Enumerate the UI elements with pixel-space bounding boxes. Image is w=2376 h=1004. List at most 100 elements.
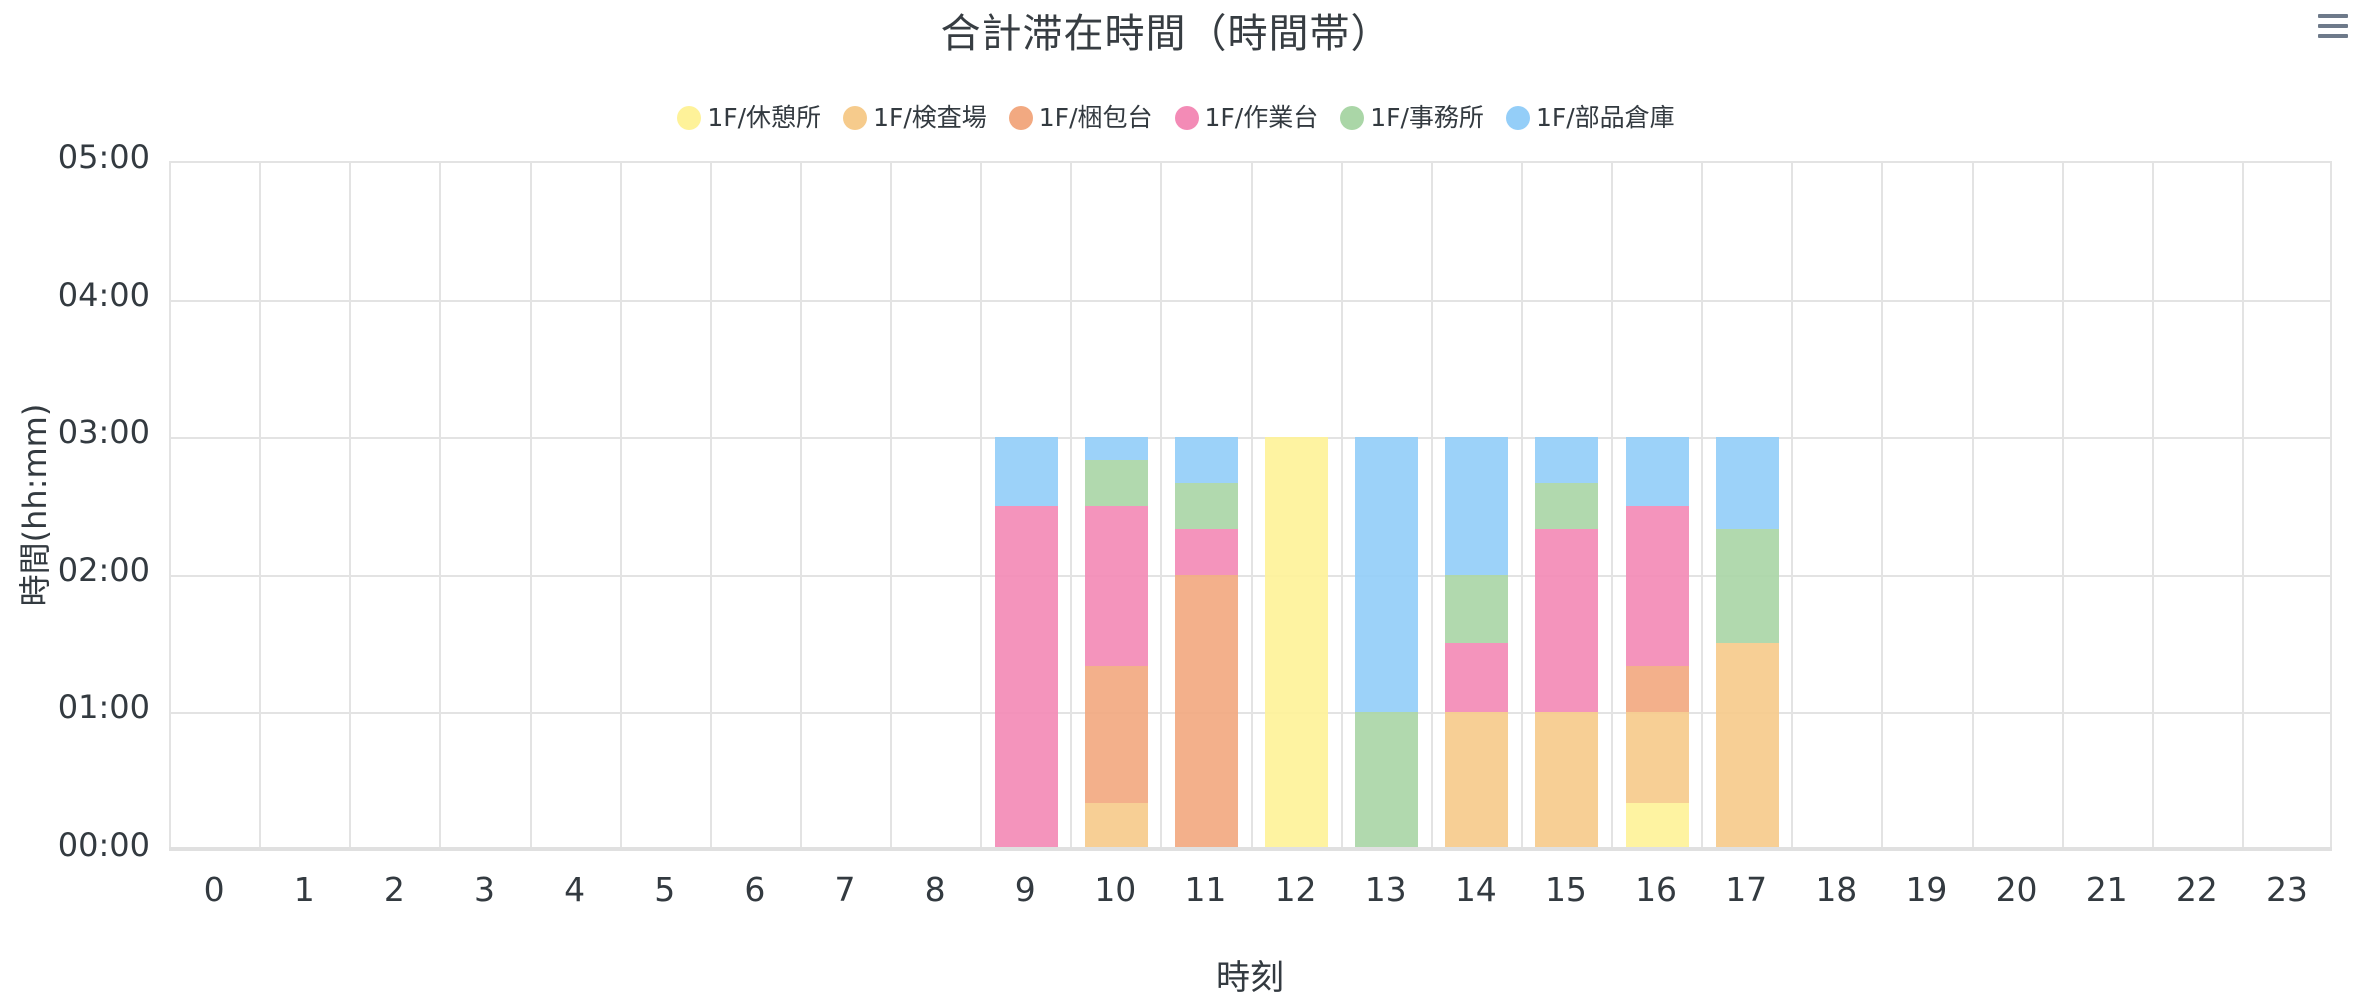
x-gridline xyxy=(1971,163,1974,849)
x-gridline xyxy=(349,163,352,849)
x-tick-label: 12 xyxy=(1274,870,1317,909)
plot-area xyxy=(169,161,2332,849)
bar-segment[interactable] xyxy=(994,437,1058,506)
x-gridline xyxy=(2061,163,2064,849)
x-gridline xyxy=(890,163,892,849)
bar-segment[interactable] xyxy=(1084,803,1148,849)
x-tick-label: 9 xyxy=(1014,870,1036,909)
menu-line xyxy=(2318,14,2348,18)
x-tick-label: 1 xyxy=(293,870,315,909)
bar-segment[interactable] xyxy=(1625,711,1689,804)
x-gridline xyxy=(709,163,712,849)
bar-segment[interactable] xyxy=(1355,437,1419,712)
x-gridline xyxy=(1520,163,1523,849)
bar-segment[interactable] xyxy=(1625,506,1689,667)
x-tick-label: 15 xyxy=(1544,870,1587,909)
bar-stack-hour-12[interactable] xyxy=(1265,437,1329,849)
bar-segment[interactable] xyxy=(1174,528,1238,575)
y-tick-label: 02:00 xyxy=(57,550,150,589)
bar-segment[interactable] xyxy=(1084,666,1148,804)
bar-segment[interactable] xyxy=(1445,711,1509,849)
x-tick-label: 8 xyxy=(924,870,946,909)
x-gridline xyxy=(1611,163,1613,849)
bar-segment[interactable] xyxy=(1174,574,1238,849)
bar-stack-hour-16[interactable] xyxy=(1625,437,1689,849)
x-axis-title: 時刻 xyxy=(1216,958,1284,998)
x-gridline xyxy=(980,163,983,849)
bar-segment[interactable] xyxy=(1084,437,1148,461)
bar-segment[interactable] xyxy=(1355,711,1419,849)
y-tick-label: 05:00 xyxy=(57,138,150,176)
bar-stack-hour-13[interactable] xyxy=(1355,437,1419,849)
legend-item-parts-warehouse[interactable]: 1F/部品倉庫 xyxy=(1505,98,1675,138)
bar-stack-hour-14[interactable] xyxy=(1445,437,1509,849)
x-tick-label: 17 xyxy=(1725,870,1768,909)
bar-segment[interactable] xyxy=(1174,437,1238,484)
x-gridline xyxy=(1881,163,1884,849)
legend-item-packing[interactable]: 1F/梱包台 xyxy=(1008,98,1153,138)
bar-stack-hour-17[interactable] xyxy=(1715,437,1779,849)
bar-stack-hour-15[interactable] xyxy=(1535,437,1599,849)
x-tick-label: 13 xyxy=(1364,870,1407,909)
bar-segment[interactable] xyxy=(1084,506,1148,667)
bar-segment[interactable] xyxy=(1535,528,1599,712)
hamburger-menu-icon[interactable] xyxy=(2316,12,2352,42)
legend-dot-icon xyxy=(1340,106,1365,130)
x-gridline xyxy=(1430,163,1433,849)
bar-segment[interactable] xyxy=(1445,574,1509,644)
legend-label: 1F/事務所 xyxy=(1370,103,1484,132)
x-tick-label: 2 xyxy=(383,870,405,909)
x-tick-label: 23 xyxy=(2265,870,2308,909)
chart-title: 合計滞在時間（時間帯） xyxy=(940,11,1392,57)
x-tick-label: 21 xyxy=(2085,870,2128,909)
bar-segment[interactable] xyxy=(1445,643,1509,712)
y-tick-label: 03:00 xyxy=(57,413,150,452)
x-tick-label: 20 xyxy=(1995,870,2038,909)
x-tick-label: 7 xyxy=(834,870,856,909)
menu-line xyxy=(2318,24,2348,28)
bar-segment[interactable] xyxy=(1084,460,1148,507)
legend-item-inspection[interactable]: 1F/検査場 xyxy=(843,98,987,138)
x-gridline xyxy=(1340,163,1343,849)
x-tick-label: 0 xyxy=(203,870,225,909)
x-tick-label: 16 xyxy=(1635,870,1678,909)
legend-label: 1F/検査場 xyxy=(873,103,987,132)
legend-item-workbench[interactable]: 1F/作業台 xyxy=(1174,98,1319,138)
x-tick-label: 4 xyxy=(564,870,586,909)
bar-segment[interactable] xyxy=(1535,711,1599,849)
legend-dot-icon xyxy=(1008,106,1033,130)
bar-segment[interactable] xyxy=(1715,528,1779,644)
legend-dot-icon xyxy=(843,106,868,130)
bar-segment[interactable] xyxy=(994,506,1058,849)
bar-segment[interactable] xyxy=(1625,666,1689,712)
bar-segment[interactable] xyxy=(1174,483,1238,529)
legend-dot-icon xyxy=(1505,106,1530,130)
bar-stack-hour-9[interactable] xyxy=(994,437,1058,849)
x-tick-label: 22 xyxy=(2175,870,2218,909)
legend-item-rest-area[interactable]: 1F/休憩所 xyxy=(677,98,821,138)
x-tick-label: 18 xyxy=(1815,870,1858,909)
bar-segment[interactable] xyxy=(1715,437,1779,529)
x-axis-line xyxy=(169,847,2332,851)
legend-label: 1F/作業台 xyxy=(1204,103,1319,132)
bar-stack-hour-10[interactable] xyxy=(1084,437,1148,849)
x-tick-label: 6 xyxy=(744,870,766,909)
legend-label: 1F/梱包台 xyxy=(1038,103,1153,132)
bar-segment[interactable] xyxy=(1715,643,1779,849)
legend-label: 1F/休憩所 xyxy=(707,103,822,132)
x-tick-label: 19 xyxy=(1905,870,1948,909)
x-tick-label: 11 xyxy=(1184,870,1227,909)
x-gridline xyxy=(1701,163,1704,849)
bar-segment[interactable] xyxy=(1535,437,1599,484)
bar-segment[interactable] xyxy=(1625,437,1689,507)
bar-segment[interactable] xyxy=(1265,437,1329,849)
bar-segment[interactable] xyxy=(1445,437,1509,575)
bar-stack-hour-11[interactable] xyxy=(1174,437,1238,849)
bar-segment[interactable] xyxy=(1535,483,1599,529)
x-tick-label: 3 xyxy=(473,870,495,909)
legend-item-office[interactable]: 1F/事務所 xyxy=(1340,98,1484,138)
bar-segment[interactable] xyxy=(1625,803,1689,849)
x-gridline xyxy=(439,163,442,849)
menu-line xyxy=(2318,34,2348,38)
legend-dot-icon xyxy=(677,106,702,130)
